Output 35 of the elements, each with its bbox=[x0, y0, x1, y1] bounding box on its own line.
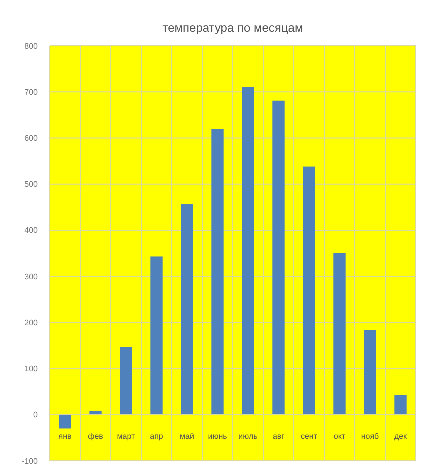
bar bbox=[303, 166, 316, 415]
bar bbox=[242, 87, 254, 415]
x-tick-label: сент bbox=[300, 432, 318, 441]
x-tick-label: апр bbox=[150, 432, 164, 441]
bar bbox=[212, 129, 224, 415]
bar bbox=[150, 256, 163, 415]
x-tick-label: янв bbox=[58, 432, 72, 441]
x-tick-label: дек bbox=[394, 432, 408, 441]
x-tick-label: июнь bbox=[208, 432, 228, 441]
bar bbox=[272, 100, 285, 415]
x-tick-label: март bbox=[117, 432, 136, 441]
x-tick-label: авг bbox=[272, 432, 285, 441]
y-tick-label: 300 bbox=[24, 272, 39, 282]
y-tick-label: 200 bbox=[24, 318, 39, 328]
y-tick-label: 800 bbox=[24, 42, 39, 51]
y-tick-label: 400 bbox=[24, 226, 39, 236]
bar bbox=[59, 414, 72, 429]
bar bbox=[394, 395, 407, 415]
x-tick-label: нояб bbox=[361, 432, 380, 441]
x-tick-label: июль bbox=[238, 432, 258, 441]
chart-title: температура по месяцам bbox=[162, 21, 304, 35]
x-tick-label: май bbox=[180, 432, 194, 441]
y-tick-label: 0 bbox=[34, 410, 39, 420]
y-tick-label: -100 bbox=[22, 456, 39, 465]
bar bbox=[90, 411, 102, 415]
x-tick-label: фев bbox=[88, 432, 104, 441]
bar bbox=[334, 253, 346, 415]
y-tick-label: 700 bbox=[24, 88, 39, 97]
y-tick-label: 500 bbox=[24, 180, 39, 190]
y-tick-label: 100 bbox=[24, 364, 39, 374]
bar bbox=[181, 204, 194, 415]
bar bbox=[364, 330, 376, 415]
bar bbox=[120, 347, 132, 415]
x-tick-label: окт bbox=[334, 432, 346, 441]
y-tick-label: 600 bbox=[24, 134, 39, 144]
